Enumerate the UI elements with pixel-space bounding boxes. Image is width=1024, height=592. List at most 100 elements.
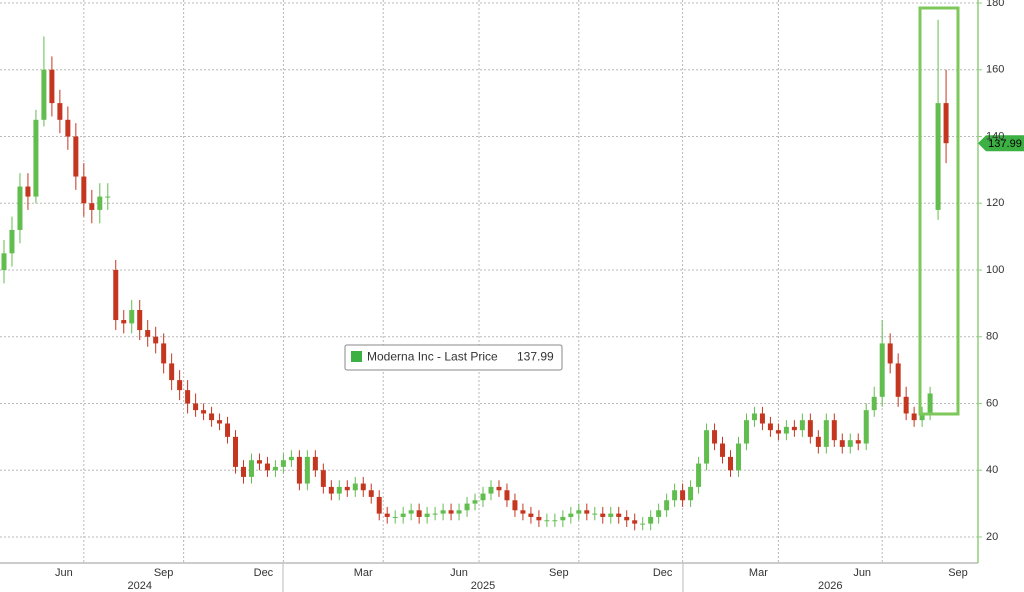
legend: Moderna Inc - Last Price 137.99 — [344, 344, 563, 371]
candle-body — [879, 343, 885, 397]
candle-body — [225, 423, 231, 437]
candle-body — [520, 510, 526, 514]
candle-body — [241, 466, 247, 477]
candle-body — [656, 510, 662, 517]
candle-body — [416, 510, 422, 517]
candle-body — [648, 516, 654, 524]
y-tick-label: 140 — [986, 130, 1004, 142]
candle-body — [863, 410, 869, 444]
candle-body — [728, 456, 734, 471]
candle-body — [73, 136, 79, 177]
candle-body — [536, 516, 542, 521]
y-tick-label: 60 — [986, 397, 998, 409]
candle-body — [105, 196, 111, 198]
year-label: 2025 — [471, 580, 495, 592]
candle-body — [217, 420, 223, 424]
candle-body — [664, 500, 670, 511]
candle-body — [161, 343, 167, 364]
candle-body — [632, 520, 638, 524]
candle-body — [376, 496, 382, 514]
legend-swatch — [351, 351, 362, 362]
candle-body — [368, 490, 374, 497]
candle-body — [312, 456, 318, 471]
candle-body — [97, 196, 103, 210]
candle-body — [352, 483, 358, 491]
candle-body — [328, 486, 334, 494]
candle-body — [743, 420, 749, 444]
candle-body — [791, 426, 797, 431]
candle-body — [360, 483, 366, 491]
candle-body — [496, 486, 502, 491]
candle-body — [193, 403, 199, 411]
candle-body — [696, 463, 702, 487]
candle-body — [336, 486, 342, 494]
candle-body — [712, 430, 718, 444]
candle-body — [608, 513, 614, 517]
y-tick-label: 40 — [986, 464, 998, 476]
candle-body — [528, 513, 534, 517]
last-price-label: 137.99 — [988, 138, 1022, 150]
candle-body — [600, 513, 606, 517]
candle-body — [488, 486, 494, 494]
candle-body — [9, 229, 15, 254]
candle-body — [839, 440, 845, 447]
candle-body — [264, 463, 270, 471]
candle-body — [688, 486, 694, 501]
candle-body — [943, 103, 949, 144]
candle-body — [153, 336, 159, 344]
x-tick-label: Jun — [853, 567, 871, 579]
x-tick-label: Sep — [549, 567, 569, 579]
candle-body — [680, 490, 686, 501]
candle-body — [137, 310, 143, 331]
candle-body — [720, 443, 726, 457]
candle-body — [448, 510, 454, 514]
candle-body — [576, 510, 582, 514]
candle-body — [129, 310, 135, 324]
candle-body — [735, 443, 741, 471]
candle-body — [512, 500, 518, 511]
x-tick-label: Sep — [154, 567, 174, 579]
last-price-marker — [978, 135, 1024, 152]
y-tick-label: 80 — [986, 331, 998, 343]
y-tick-label: 100 — [986, 264, 1004, 276]
candle-body — [33, 119, 39, 197]
candle-body — [831, 420, 837, 441]
candle-body — [201, 410, 207, 414]
y-tick-label: 160 — [986, 64, 1004, 76]
y-tick-label: 120 — [986, 197, 1004, 209]
x-tick-label: Sep — [948, 567, 968, 579]
candle-body — [759, 413, 765, 424]
candle-body — [304, 456, 310, 484]
candle-body — [456, 510, 462, 514]
candle-body — [887, 343, 893, 364]
candle-body — [775, 430, 781, 434]
candle-body — [169, 363, 175, 381]
candle-body — [504, 490, 510, 501]
x-tick-label: Dec — [254, 567, 274, 579]
candle-body — [616, 513, 622, 517]
candle-body — [384, 513, 390, 517]
candle-body — [89, 203, 95, 210]
x-tick-label: Mar — [749, 567, 768, 579]
candle-body — [344, 486, 350, 491]
year-label: 2024 — [127, 580, 151, 592]
candle-body — [895, 363, 901, 397]
candle-body — [256, 460, 262, 464]
candle-body — [935, 103, 941, 210]
candles — [1, 19, 949, 531]
candle-body — [704, 430, 710, 464]
legend-label: Moderna Inc - Last Price — [367, 350, 498, 364]
candle-body — [272, 466, 278, 471]
candle-body — [592, 513, 598, 515]
candle-body — [815, 436, 821, 447]
candle-body — [823, 420, 829, 447]
legend-box — [344, 344, 563, 371]
candle-body — [847, 440, 853, 447]
candle-body — [296, 456, 302, 484]
candle-body — [871, 396, 877, 411]
candle-body — [464, 503, 470, 511]
candle-body — [280, 460, 286, 467]
candle-body — [903, 396, 909, 414]
